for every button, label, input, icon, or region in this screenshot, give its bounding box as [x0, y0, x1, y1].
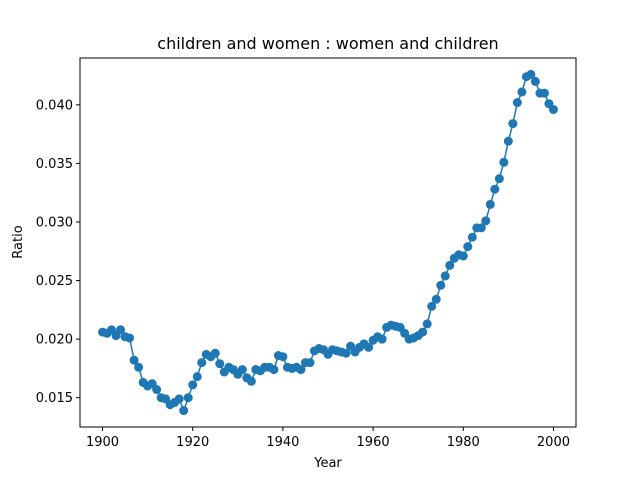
data-point: [499, 157, 509, 167]
x-tick-label: 1960: [357, 435, 390, 450]
data-point: [494, 174, 504, 184]
data-point: [210, 348, 220, 358]
data-point: [183, 393, 193, 403]
data-point: [179, 406, 189, 416]
x-tick-label: 2000: [537, 435, 570, 450]
data-point: [188, 380, 198, 390]
x-tick-label: 1900: [86, 435, 119, 450]
data-point: [467, 232, 477, 242]
data-point: [481, 216, 491, 226]
data-point: [526, 69, 536, 79]
data-point: [215, 359, 225, 369]
data-point: [427, 301, 437, 311]
data-point: [422, 319, 432, 329]
data-point: [296, 365, 306, 375]
plot-area: [98, 69, 558, 416]
x-tick-label: 1920: [176, 435, 209, 450]
y-tick-label: 0.015: [36, 391, 73, 406]
data-point: [305, 358, 315, 368]
x-axis-label: Year: [313, 456, 342, 471]
data-point: [377, 334, 387, 344]
data-point: [490, 184, 500, 194]
x-tick-label: 1940: [266, 435, 299, 450]
data-point: [152, 385, 162, 395]
data-point: [517, 87, 527, 97]
data-point: [485, 199, 495, 209]
data-point: [237, 365, 247, 375]
data-point: [508, 119, 518, 129]
y-tick-label: 0.020: [36, 333, 73, 348]
data-point: [192, 372, 202, 382]
data-point: [341, 348, 351, 358]
data-point: [530, 76, 540, 86]
data-point: [278, 352, 288, 362]
data-point: [476, 223, 486, 233]
y-tick-label: 0.030: [36, 216, 73, 231]
data-point: [246, 376, 256, 386]
data-point: [458, 251, 468, 261]
data-point: [125, 333, 135, 343]
data-point: [539, 88, 549, 98]
y-tick-label: 0.035: [36, 157, 73, 172]
data-point: [440, 271, 450, 281]
data-point: [116, 325, 126, 335]
data-point: [503, 136, 513, 146]
data-point: [463, 242, 473, 252]
data-point: [364, 342, 374, 352]
data-point: [445, 260, 455, 270]
x-tick-label: 1980: [447, 435, 480, 450]
data-point: [197, 358, 207, 368]
data-point: [512, 98, 522, 108]
y-axis-label: Ratio: [11, 225, 26, 258]
chart-title: children and women : women and children: [157, 34, 498, 53]
y-tick-label: 0.040: [36, 98, 73, 113]
data-point: [174, 394, 184, 404]
data-point: [436, 280, 446, 290]
data-point: [418, 327, 428, 337]
axes-frame: [79, 57, 577, 428]
data-point: [269, 365, 279, 375]
data-point: [134, 362, 144, 372]
axis-ticks: 1900 1920 1940 1960 1980 2000 0.015 0.020 0.025 0…: [36, 98, 570, 450]
y-tick-label: 0.025: [36, 274, 73, 289]
data-point: [431, 294, 441, 304]
data-point: [548, 105, 558, 115]
data-point: [129, 355, 139, 365]
